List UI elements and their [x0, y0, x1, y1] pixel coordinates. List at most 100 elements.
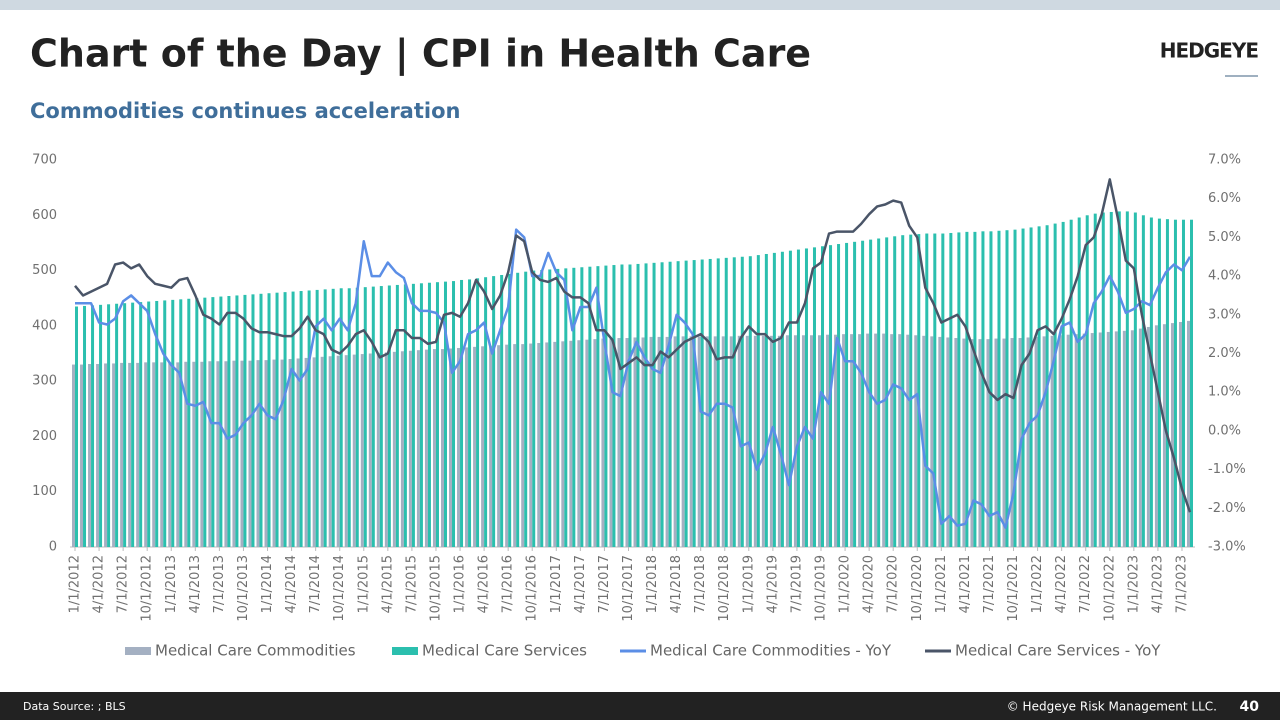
x-tick-label: 1/1/2023 [1126, 555, 1141, 613]
bar [732, 257, 736, 547]
bar [251, 294, 255, 547]
bar [812, 247, 816, 547]
x-tick-label: 4/1/2018 [669, 555, 684, 613]
bar [866, 333, 870, 547]
bar [1061, 221, 1065, 548]
x-tick-label: 7/1/2014 [308, 555, 323, 613]
bar [259, 293, 263, 547]
bar [195, 298, 199, 547]
bar [617, 338, 621, 547]
bar [1117, 211, 1121, 547]
logo: HEDGEYE [1160, 39, 1259, 63]
y2-tick-label: 4.0% [1208, 269, 1241, 284]
bar [120, 362, 124, 547]
y2-tick-label: 0.0% [1208, 423, 1241, 438]
bar [492, 276, 496, 547]
bar [649, 336, 653, 547]
bar [772, 252, 776, 547]
bar [1066, 334, 1070, 547]
bar [572, 267, 576, 547]
bar [468, 279, 472, 547]
bar [240, 360, 244, 547]
x-tick-label: 7/1/2013 [212, 555, 227, 613]
bar [890, 334, 894, 547]
bar [676, 261, 680, 547]
bar [740, 256, 744, 547]
bar [1029, 227, 1033, 547]
bar [1098, 332, 1102, 547]
bar [497, 345, 501, 547]
bar [708, 258, 712, 547]
x-tick-label: 4/1/2012 [92, 555, 107, 613]
bar [965, 231, 969, 547]
bar [548, 269, 552, 547]
bar [91, 305, 95, 547]
bar [115, 303, 119, 547]
y2-tick-label: -1.0% [1208, 462, 1246, 477]
bar [780, 251, 784, 547]
bar [432, 349, 436, 547]
bar [481, 346, 485, 547]
x-tick-label: 10/1/2019 [814, 555, 829, 622]
bar [641, 337, 645, 547]
bar [160, 362, 164, 547]
x-tick-label: 1/1/2019 [741, 555, 756, 613]
x-tick-label: 4/1/2017 [573, 555, 588, 613]
bar [1074, 334, 1078, 547]
bar [826, 334, 830, 547]
x-tick-label: 4/1/2016 [477, 555, 492, 613]
y-tick-label: 100 [32, 484, 57, 499]
footer-copyright: © Hedgeye Risk Management LLC. [1007, 700, 1217, 714]
bar [347, 288, 351, 547]
x-tick-label: 10/1/2017 [621, 555, 636, 622]
bar [593, 339, 597, 547]
bar [1053, 223, 1057, 548]
y-tick-label: 600 [32, 208, 57, 223]
bar [981, 231, 985, 547]
x-tick-label: 1/1/2013 [164, 555, 179, 613]
bar [1190, 219, 1193, 548]
x-tick-label: 7/1/2012 [116, 555, 131, 613]
bar [1090, 333, 1094, 547]
legend-label: Medical Care Commodities [155, 642, 356, 660]
bar [705, 336, 709, 547]
bar [315, 289, 319, 547]
bar [689, 336, 693, 547]
bar [756, 255, 760, 547]
bar [994, 338, 998, 547]
bar [256, 360, 260, 547]
bar [933, 233, 937, 547]
bar [1106, 331, 1110, 547]
y2-tick-label: 5.0% [1208, 230, 1241, 245]
bar [561, 341, 565, 547]
bar [1109, 211, 1113, 547]
bar [564, 268, 568, 547]
legend-swatch [125, 647, 151, 655]
bar [516, 272, 520, 547]
x-tick-label: 7/1/2019 [789, 555, 804, 613]
bar [1157, 218, 1161, 548]
bar [363, 287, 367, 547]
x-tick-label: 1/1/2012 [68, 555, 83, 613]
legend-label: Medical Care Services [422, 642, 587, 660]
bar [304, 357, 308, 547]
bar [668, 261, 672, 547]
bar [684, 260, 688, 547]
x-tick-label: 7/1/2016 [501, 555, 516, 613]
bar [1002, 338, 1006, 547]
bar [801, 335, 805, 547]
bar [777, 335, 781, 547]
bar [416, 350, 420, 547]
bar [176, 362, 180, 547]
bar [580, 267, 584, 547]
bar [986, 339, 990, 547]
x-tick-label: 1/1/2016 [453, 555, 468, 613]
bar [296, 358, 300, 547]
bar [443, 281, 447, 547]
x-tick-label: 1/1/2018 [645, 555, 660, 613]
bar [476, 278, 480, 547]
bar [403, 284, 407, 547]
x-tick-label: 1/1/2020 [838, 555, 853, 613]
